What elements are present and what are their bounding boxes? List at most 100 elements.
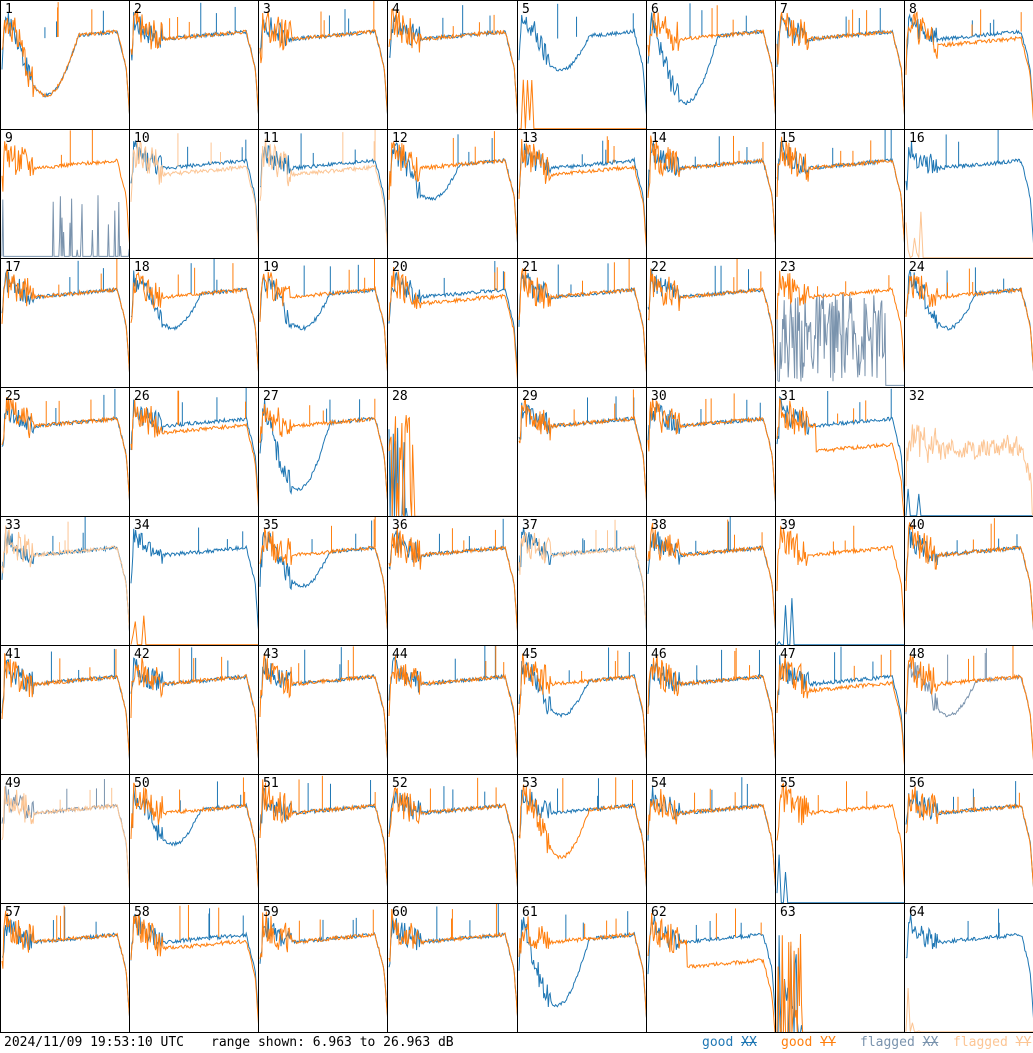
panel-number: 55 [780, 776, 796, 791]
panel-7: 7 [775, 0, 905, 130]
panel-18-plot [130, 259, 258, 373]
panel-31-plot [776, 388, 904, 516]
panel-54-yy-line [647, 788, 775, 887]
panel-29-xx-line [518, 402, 646, 500]
panel-21-plot [518, 259, 646, 373]
panel-58: 58 [129, 903, 259, 1033]
panel-1-yy-line [1, 17, 129, 115]
panel-20: 20 [387, 258, 518, 388]
footer: 2024/11/09 19:53:10 UTC range shown: 6.9… [0, 1032, 1033, 1053]
panel-52-yy-line [388, 787, 517, 888]
panel-number: 34 [134, 518, 150, 533]
panel-number: 41 [5, 647, 21, 662]
panel-number: 36 [392, 518, 408, 533]
panel-24-plot [905, 267, 1033, 372]
panel-number: 17 [5, 260, 21, 275]
panel-13: 13 [517, 129, 647, 259]
panel-52: 52 [387, 774, 518, 904]
panel-number: 26 [134, 389, 150, 404]
panel-1: 1 [0, 0, 130, 130]
panel-62-plot [647, 908, 775, 1032]
panel-11: 11 [258, 129, 388, 259]
panel-number: 8 [909, 2, 917, 17]
panel-16-xx-line [905, 141, 1033, 244]
panel-27-plot [259, 398, 387, 501]
panel-6-xx-line [647, 12, 775, 115]
panel-number: 6 [651, 2, 659, 17]
panel-64-yy-line [905, 987, 1033, 1032]
panel-22: 22 [646, 258, 776, 388]
panel-number: 3 [263, 2, 271, 17]
panel-40-plot [905, 518, 1033, 631]
panel-2: 2 [129, 0, 259, 130]
panel-38-plot [647, 517, 775, 631]
panel-number: 46 [651, 647, 667, 662]
panel-number: 32 [909, 389, 925, 404]
panel-4: 4 [387, 0, 518, 130]
panel-61-xx-line [518, 917, 646, 1018]
panel-42-yy-line [130, 657, 258, 760]
panel-10-plot [130, 133, 258, 250]
panel-56: 56 [904, 774, 1033, 904]
panel-1-xx-line [1, 12, 129, 115]
panel-28-plot [388, 415, 517, 516]
panel-49: 49 [0, 774, 130, 904]
panel-number: 44 [392, 647, 408, 662]
legend-flagged-xx: flagged XX [860, 1035, 939, 1050]
panel-60-xx-line [388, 917, 517, 1016]
panel-number: 2 [134, 2, 142, 17]
panel-number: 18 [134, 260, 150, 275]
panel-59: 59 [258, 903, 388, 1033]
panel-number: 21 [522, 260, 538, 275]
panel-17-yy-line [1, 269, 129, 373]
panel-23-yy-line [776, 270, 904, 373]
panel-41-plot [1, 648, 129, 760]
panel-58-xx-line [130, 913, 258, 1016]
panel-15: 15 [775, 129, 905, 259]
panel-number: 62 [651, 905, 667, 920]
panel-63-plot [776, 933, 904, 1032]
panel-58-yy-line [130, 912, 258, 1025]
panel-24-yy-line [905, 274, 1033, 372]
panel-number: 13 [522, 131, 538, 146]
panel-number: 14 [651, 131, 667, 146]
panel-50: 50 [129, 774, 259, 904]
panel-32-yy-line [905, 424, 1033, 516]
panel-32-plot [905, 424, 1033, 516]
panel-44-plot [388, 646, 517, 759]
panel-number: 54 [651, 776, 667, 791]
panel-56-plot [905, 781, 1033, 888]
panel-8-yy-line [905, 11, 1033, 122]
panel-42: 42 [129, 645, 259, 775]
panel-28-yy-line [388, 415, 517, 516]
panel-55: 55 [775, 774, 905, 904]
panel-27: 27 [258, 387, 388, 517]
panel-29-plot [518, 389, 646, 502]
panel-45-plot [518, 647, 646, 760]
panel-41-xx-line [1, 659, 129, 760]
panel-number: 1 [5, 2, 13, 17]
panel-7-yy-line [776, 12, 904, 116]
panel-47: 47 [775, 645, 905, 775]
panel-11-yy-line [259, 138, 387, 249]
panel-51-plot [259, 775, 387, 887]
panel-31-xx-line [776, 395, 904, 503]
panel-43: 43 [258, 645, 388, 775]
panel-37-plot [518, 519, 646, 631]
panel-8-plot [905, 9, 1033, 122]
panel-22-yy-line [647, 268, 775, 373]
panel-64-xx-line [905, 914, 1033, 1019]
panel-3-plot [259, 1, 387, 115]
panel-19-yy-line [259, 271, 387, 372]
panel-11-xx-line [259, 145, 387, 243]
panel-18: 18 [129, 258, 259, 388]
panel-number: 10 [134, 131, 150, 146]
panel-48: 48 [904, 645, 1033, 775]
panel-5-xx-line [518, 14, 646, 115]
panel-number: 30 [651, 389, 667, 404]
panel-number: 28 [392, 389, 408, 404]
panel-63: 63 [775, 903, 905, 1033]
panel-36-yy-line [388, 527, 517, 632]
panel-56-yy-line [905, 786, 1033, 888]
panel-number: 7 [780, 2, 788, 17]
